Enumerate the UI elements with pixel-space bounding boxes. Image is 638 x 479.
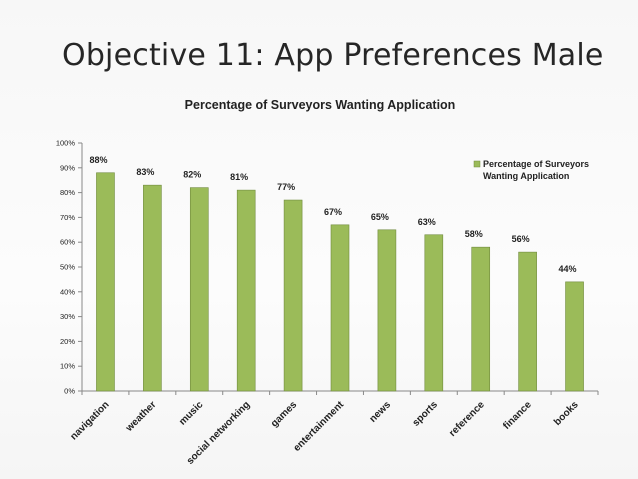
bar-reference [471, 246, 491, 392]
x-tick-label: books [552, 399, 581, 428]
legend-label-line-1: Percentage of Surveyors [483, 159, 589, 169]
y-tick-label: 100% [56, 139, 76, 148]
x-tick-label: news [368, 399, 394, 425]
bar-games [283, 199, 303, 392]
data-label: 58% [465, 229, 483, 239]
bar-social-networking [236, 189, 256, 392]
bar-navigation [96, 172, 115, 392]
legend-label-line-2: Wanting Application [483, 171, 569, 181]
x-tick-label: sports [411, 399, 441, 429]
bar-finance [518, 251, 537, 392]
x-tick-label: music [177, 399, 206, 428]
data-label: 88% [89, 155, 107, 165]
y-tick-label: 80% [60, 188, 75, 197]
x-tick-label: games [269, 399, 299, 429]
y-tick-label: 50% [60, 263, 75, 272]
data-label: 63% [418, 217, 436, 227]
bar-news [377, 229, 397, 392]
data-label: 77% [277, 182, 295, 192]
data-label: 65% [371, 212, 389, 222]
x-tick-label: weather [123, 399, 158, 434]
y-tick-label: 30% [60, 312, 75, 321]
y-tick-label: 0% [64, 387, 75, 396]
slide-title: Objective 11: App Preferences Male [62, 38, 604, 73]
x-tick-label: finance [501, 399, 534, 432]
bar-sports [424, 234, 444, 392]
x-tick-label: navigation [68, 399, 111, 442]
y-tick-label: 40% [60, 287, 75, 296]
bar-books [565, 281, 584, 392]
y-tick-label: 70% [60, 213, 75, 222]
data-label: 67% [324, 207, 342, 217]
data-label: 44% [559, 264, 577, 274]
y-tick-label: 20% [60, 337, 75, 346]
y-tick-label: 10% [60, 362, 75, 371]
data-label: 81% [230, 172, 248, 182]
bar-entertainment [330, 224, 350, 392]
bar-music [189, 187, 209, 392]
x-tick-label: reference [447, 399, 487, 439]
chart-title: Percentage of Surveyors Wanting Applicat… [185, 98, 456, 112]
bar-weather [143, 184, 162, 392]
legend-swatch [473, 160, 481, 168]
x-tick-label: entertainment [292, 399, 347, 454]
data-label: 56% [512, 234, 530, 244]
data-label: 82% [183, 170, 201, 180]
y-tick-label: 90% [60, 163, 75, 172]
y-tick-label: 60% [60, 238, 75, 247]
data-label: 83% [136, 167, 154, 177]
